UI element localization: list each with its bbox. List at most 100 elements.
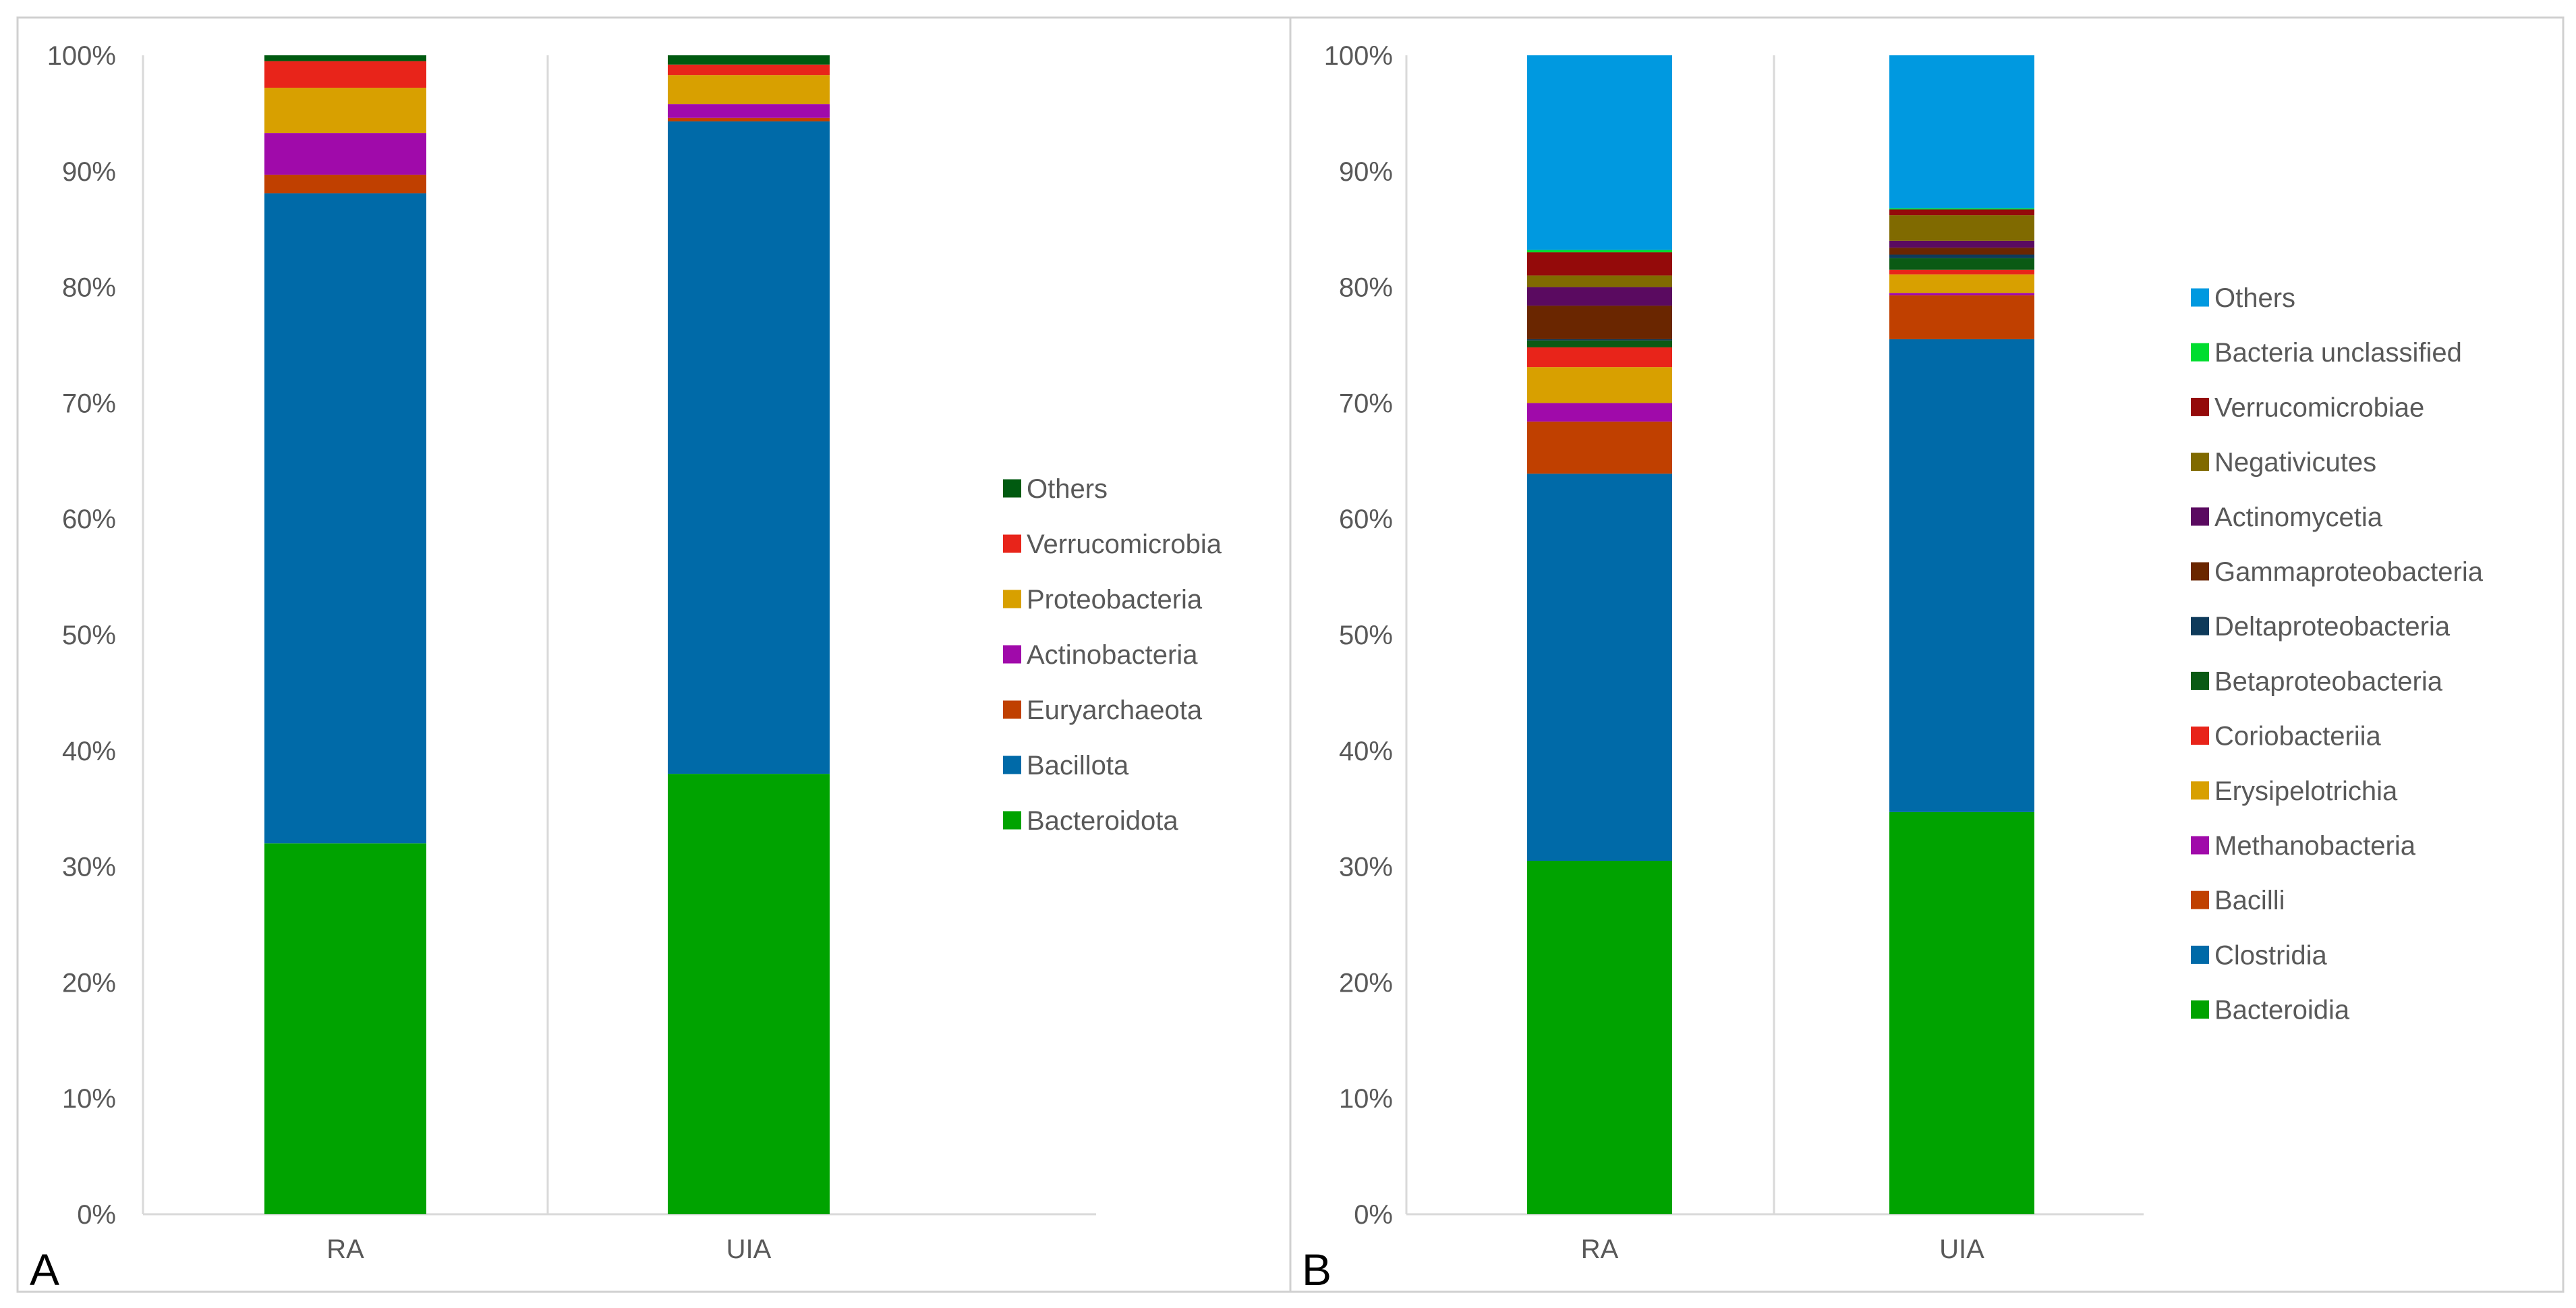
panel-b-bar-segment [1889, 258, 2034, 270]
panel-b-legend-swatch [2191, 671, 2209, 690]
panel-b-bar-segment [1889, 209, 2034, 216]
panel-b-legend-swatch [2191, 781, 2209, 800]
panel-a-category-label: RA [326, 1234, 364, 1264]
panel-a-y-tick-label: 60% [62, 505, 116, 534]
panel-b-legend-swatch [2191, 562, 2209, 581]
panel-a-bar-segment [668, 121, 830, 774]
panel-b-bar-segment [1889, 274, 2034, 293]
panel-b-legend-swatch [2191, 836, 2209, 855]
panel-b-bar-segment [1527, 55, 1672, 250]
panel-a-legend-label: Others [1027, 474, 1108, 504]
panel-b-y-tick-label: 0% [1354, 1200, 1393, 1230]
panel-b-bar-segment [1889, 339, 2034, 812]
panel-a-bar-segment [668, 117, 830, 121]
panel-b-legend-label: Bacteroidia [2214, 996, 2350, 1025]
panel-b-legend-label: Erysipelotrichia [2214, 776, 2398, 806]
panel-a-y-tick-label: 10% [62, 1084, 116, 1114]
panel-b-bar-segment [1527, 861, 1672, 1214]
panel-a-legend-label: Actinobacteria [1027, 640, 1198, 670]
panel-a-legend-swatch [1003, 590, 1021, 608]
panel-b-y-tick-label: 70% [1339, 389, 1393, 418]
panel-b-bar-segment [1889, 269, 2034, 275]
panel-b-bar-segment [1527, 275, 1672, 287]
panel-b-bar-segment [1889, 215, 2034, 241]
panel-b-bar-segment [1527, 306, 1672, 339]
panel-b-bar-segment [1889, 293, 2034, 295]
panel-b-legend-label: Coriobacteriia [2214, 722, 2382, 751]
panel-a-legend-swatch [1003, 645, 1021, 664]
panel-a-bar-segment [668, 64, 830, 76]
panel-b-border [1289, 16, 2565, 1293]
panel-b-y-tick-label: 90% [1339, 157, 1393, 187]
panel-a-bar-segment [264, 174, 426, 194]
panel-b-y-tick-label: 40% [1339, 737, 1393, 766]
panel-b-bar-segment [1527, 287, 1672, 306]
panel-b-bar-segment [1889, 208, 2034, 210]
panel-a-category-label: UIA [726, 1234, 772, 1264]
chart-panel-b: 0% 10% 20% 30% 40% 50% 60% 70% 80% 90% 100% RA UIA Ot… [1302, 41, 2484, 1295]
panel-a-y-tick-label: 100% [47, 41, 116, 71]
panel-b-legend-swatch [2191, 890, 2209, 909]
panel-b-legend-swatch [2191, 288, 2209, 307]
panel-b-bar-segment [1889, 248, 2034, 255]
panel-a-y-tick-label: 70% [62, 389, 116, 418]
panel-b-bar-segment [1889, 254, 2034, 258]
panel-a-bar-segment [668, 774, 830, 1214]
panel-b-legend-label: Methanobacteria [2214, 831, 2416, 861]
panel-b-y-tick-label: 30% [1339, 853, 1393, 882]
panel-b-category-label: UIA [1939, 1234, 1984, 1264]
panel-b-legend-label: Bacteria unclassified [2214, 338, 2462, 368]
panel-a-bar-segment [264, 843, 426, 1214]
panel-a-letter: A [30, 1245, 59, 1295]
panel-b-category-label: RA [1581, 1234, 1619, 1264]
panel-a-bar-segment [264, 88, 426, 134]
panel-a-y-tick-label: 40% [62, 737, 116, 766]
panel-a-legend-label: Verrucomicrobia [1027, 530, 1222, 559]
panel-b-legend-swatch [2191, 453, 2209, 472]
panel-a-y-tick-label: 20% [62, 968, 116, 998]
panel-a-y-tick-label: 0% [77, 1200, 116, 1230]
panel-b-legend-swatch [2191, 343, 2209, 362]
panel-b-bar-segment [1527, 340, 1672, 347]
panel-b-y-tick-label: 80% [1339, 273, 1393, 303]
panel-a-legend-label: Bacteroidota [1027, 806, 1178, 836]
panel-b-y-tick-label: 100% [1324, 41, 1393, 71]
panel-a-y-tick-label: 50% [62, 621, 116, 650]
panel-b-y-tick-label: 60% [1339, 505, 1393, 534]
panel-a-legend-label: Euryarchaeota [1027, 695, 1203, 725]
panel-a-bar-segment [668, 104, 830, 118]
panel-a-bar-segment [668, 75, 830, 105]
panel-b-bar-segment [1527, 252, 1672, 276]
panel-b-legend-swatch [2191, 727, 2209, 745]
panel-b-bar-segment [1527, 339, 1672, 341]
panel-a-legend-swatch [1003, 756, 1021, 774]
panel-b-legend-swatch [2191, 945, 2209, 964]
panel-a-legend-swatch [1003, 534, 1021, 553]
panel-b-bar-segment [1527, 347, 1672, 368]
panel-b-legend-label: Gammaproteobacteria [2214, 557, 2484, 587]
panel-b-legend-label: Others [2214, 283, 2295, 313]
panel-b-bar-segment [1889, 55, 2034, 208]
panel-b-legend-swatch [2191, 617, 2209, 635]
panel-b-legend-label: Bacilli [2214, 886, 2285, 915]
panel-b-letter: B [1302, 1245, 1332, 1295]
panel-b-bar-segment [1527, 403, 1672, 422]
panel-a-legend-swatch [1003, 700, 1021, 719]
panel-b-y-tick-label: 50% [1339, 621, 1393, 650]
panel-a-bar-segment [668, 55, 830, 65]
panel-a-bar-segment [264, 61, 426, 88]
panel-a-bar-segment [264, 193, 426, 844]
panel-b-bar-segment [1889, 295, 2034, 339]
chart-panel-a: 0% 10% 20% 30% 40% 50% 60% 70% 80% 90% 100% RA UIA Ot… [30, 41, 1222, 1295]
panel-b-y-tick-label: 10% [1339, 1084, 1393, 1114]
panel-b-legend-label: Actinomycetia [2214, 503, 2383, 532]
panel-b-legend-swatch [2191, 397, 2209, 416]
panel-b-legend-swatch [2191, 507, 2209, 526]
panel-b-bar-segment [1889, 240, 2034, 248]
panel-b-legend-label: Deltaproteobacteria [2214, 612, 2451, 642]
panel-b-bar-segment [1527, 421, 1672, 474]
panel-a-legend-swatch [1003, 479, 1021, 498]
panel-a-legend-label: Proteobacteria [1027, 585, 1203, 615]
